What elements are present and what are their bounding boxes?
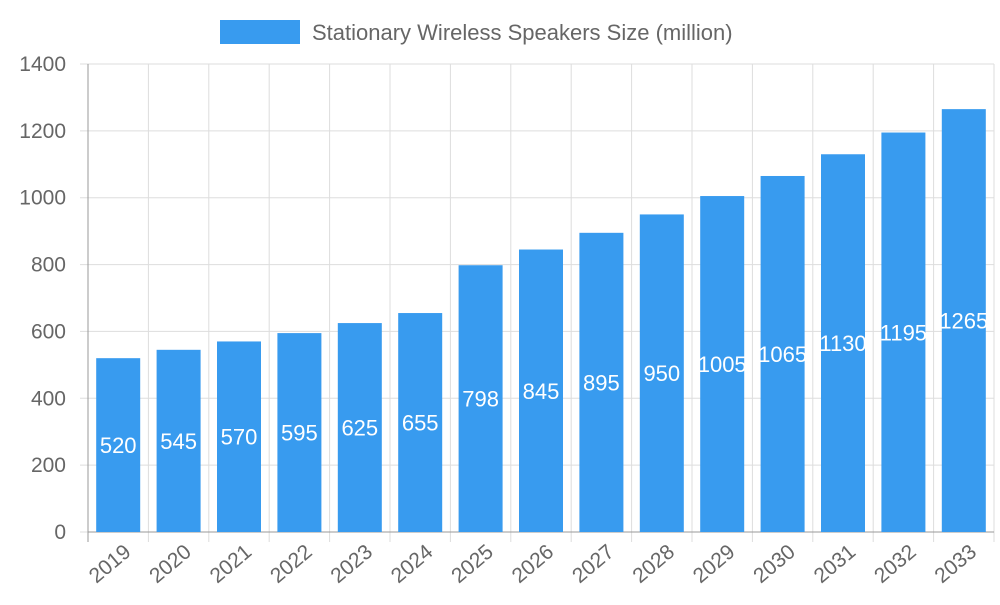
bar: [941, 109, 986, 532]
data-label: 655: [402, 411, 439, 436]
data-label: 1065: [758, 342, 807, 367]
bar: [579, 232, 624, 533]
data-label: 845: [523, 379, 560, 404]
x-tick-label: 2022: [266, 540, 317, 588]
y-tick-label: 600: [31, 320, 66, 343]
data-label: 625: [341, 416, 378, 441]
bar: [881, 132, 926, 532]
data-label: 595: [281, 421, 318, 446]
bar: [458, 265, 503, 532]
x-tick-label: 2021: [206, 540, 257, 588]
bar: [398, 313, 443, 532]
x-tick-label: 2031: [810, 540, 861, 588]
x-tick-label: 2027: [568, 540, 619, 588]
bar: [96, 358, 141, 532]
legend[interactable]: Stationary Wireless Speakers Size (milli…: [220, 20, 733, 45]
legend-label: Stationary Wireless Speakers Size (milli…: [312, 20, 733, 45]
bar: [760, 175, 805, 532]
data-label: 1005: [698, 352, 747, 377]
legend-swatch: [220, 20, 300, 44]
data-label: 570: [221, 425, 258, 450]
data-label: 520: [100, 433, 137, 458]
y-tick-label: 200: [31, 454, 66, 477]
x-tick-label: 2033: [930, 540, 981, 588]
y-tick-label: 1200: [19, 120, 66, 143]
bar: [821, 154, 865, 532]
data-label: 1130: [819, 331, 866, 356]
bar: [639, 214, 684, 532]
x-tick-label: 2032: [870, 540, 921, 588]
x-tick-label: 2019: [85, 540, 136, 588]
data-label: 545: [160, 429, 197, 454]
x-tick-label: 2023: [326, 540, 377, 588]
x-tick-label: 2029: [689, 540, 740, 588]
x-tick-label: 2020: [145, 540, 196, 588]
y-tick-label: 1000: [19, 187, 66, 210]
data-label: 950: [643, 361, 680, 386]
x-tick-label: 2028: [628, 540, 679, 588]
data-label: 895: [583, 370, 620, 395]
y-tick-label: 1400: [19, 53, 66, 76]
x-tick-label: 2026: [508, 540, 559, 588]
y-tick-label: 800: [31, 254, 66, 277]
bar: [217, 341, 261, 532]
x-tick-label: 2030: [749, 540, 800, 588]
bar: [519, 249, 563, 532]
data-label: 1195: [880, 320, 927, 345]
x-tick-label: 2024: [387, 540, 438, 588]
bar: [156, 349, 201, 532]
bar: [700, 196, 745, 533]
data-label: 798: [462, 387, 499, 412]
data-label: 1265: [939, 309, 988, 334]
bar: [277, 333, 322, 532]
bar: [337, 323, 382, 532]
y-tick-label: 400: [31, 387, 66, 410]
y-tick-label: 0: [54, 521, 66, 544]
x-tick-label: 2025: [447, 540, 498, 588]
